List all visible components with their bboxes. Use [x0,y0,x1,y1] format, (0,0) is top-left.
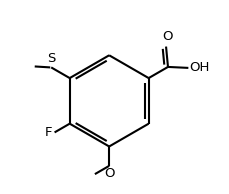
Text: O: O [104,167,114,180]
Text: OH: OH [188,61,209,74]
Text: S: S [47,52,55,66]
Text: F: F [45,126,52,139]
Text: O: O [161,30,172,43]
